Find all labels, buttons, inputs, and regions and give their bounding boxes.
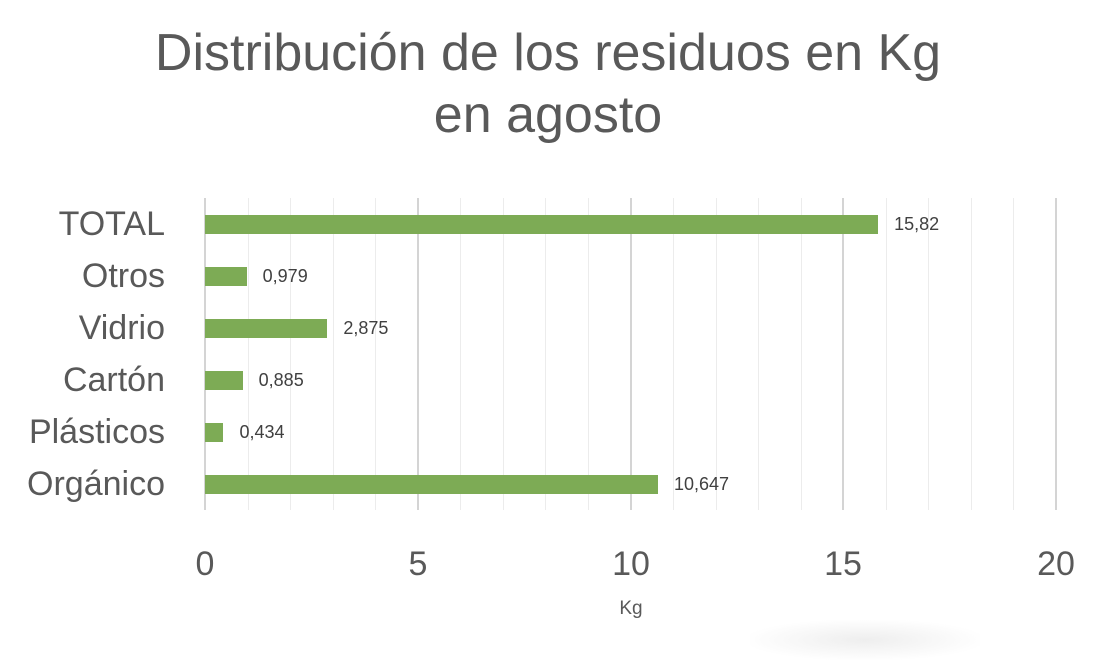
bar	[205, 319, 328, 338]
data-label: 2,875	[343, 318, 389, 338]
gridline	[715, 198, 717, 510]
x-tick-5: 5	[408, 545, 428, 583]
x-tick-20: 20	[1037, 545, 1075, 583]
chart-title-line-2: en agosto	[433, 86, 663, 144]
gridline	[204, 198, 206, 510]
data-label: 0,979	[262, 266, 308, 286]
x-tick-15: 15	[824, 545, 862, 583]
chart-title: Distribución de los residuos en Kg en ag…	[0, 22, 1096, 146]
gridline	[970, 198, 972, 510]
gridline	[247, 198, 249, 510]
gridline	[416, 198, 419, 510]
category-label: Vidrio	[78, 309, 165, 347]
gridline	[885, 198, 887, 510]
gridline	[928, 198, 930, 510]
category-label: Plásticos	[28, 413, 165, 451]
gridline	[290, 198, 292, 510]
gridline	[545, 198, 547, 510]
category-label: Otros	[81, 257, 165, 295]
category-label: Orgánico	[27, 465, 165, 503]
gridline	[800, 198, 802, 510]
bar	[205, 475, 659, 494]
data-label: 0,434	[239, 422, 285, 442]
bar	[205, 423, 224, 442]
gridline	[502, 198, 504, 510]
gridline	[1013, 198, 1015, 510]
x-tick-10: 10	[612, 545, 650, 583]
x-tick-0: 0	[195, 545, 215, 583]
category-label: TOTAL	[58, 205, 165, 243]
gridline	[1055, 198, 1057, 510]
x-axis-label: Kg	[619, 598, 643, 619]
gridline	[629, 198, 632, 510]
bar	[205, 215, 879, 234]
shadow-artifact	[750, 620, 980, 660]
plot-area	[204, 198, 1057, 510]
data-label: 15,82	[894, 214, 940, 234]
gridline	[460, 198, 462, 510]
gridline	[587, 198, 589, 510]
gridline	[375, 198, 377, 510]
gridline	[758, 198, 760, 510]
bar	[205, 371, 243, 390]
gridline	[332, 198, 334, 510]
data-label: 0,885	[258, 370, 304, 390]
category-label: Cartón	[62, 361, 165, 399]
data-label: 10,647	[674, 474, 730, 494]
chart-title-line-1: Distribución de los residuos en Kg	[154, 24, 942, 82]
gridline	[842, 198, 845, 510]
gridline	[673, 198, 675, 510]
bar	[205, 267, 247, 286]
